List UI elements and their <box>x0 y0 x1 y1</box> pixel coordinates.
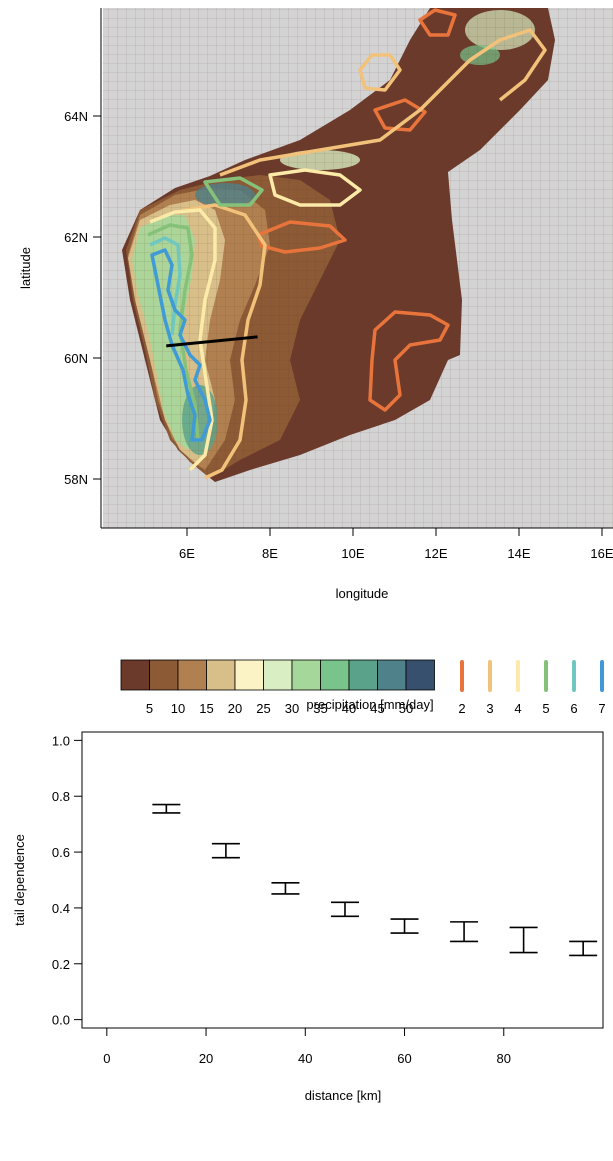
contour-3 <box>358 53 402 92</box>
colorbar-tick-label: 30 <box>285 701 299 716</box>
colorbar-tick-label: 45 <box>370 701 384 716</box>
contour-legend-label: 7 <box>598 701 605 716</box>
chart-y-label: tail dependence <box>12 834 27 926</box>
errorbar <box>211 842 240 859</box>
map-y-tick-label: 60N <box>64 351 88 366</box>
colorbar-tick-label: 15 <box>199 701 213 716</box>
colorbar-swatch <box>320 659 350 691</box>
map-y-tick-label: 62N <box>64 230 88 245</box>
chart-x-ticks: 0 20 40 60 80 <box>103 1028 511 1066</box>
map-y-tick-label: 64N <box>64 109 88 124</box>
chart-y-tick-label: 0.4 <box>52 901 70 916</box>
chart-y-tick-label: 0.2 <box>52 957 70 972</box>
contour-legend: 2 3 4 5 6 7 <box>458 660 606 716</box>
colorbar-tick-label: 50 <box>399 701 413 716</box>
contour-legend-label: 6 <box>570 701 577 716</box>
contour-legend-label: 3 <box>486 701 493 716</box>
contour-4 <box>149 208 217 472</box>
errorbar <box>330 901 359 918</box>
chart-y-tick-label: 0.8 <box>52 789 70 804</box>
contour-legend-label: 2 <box>458 701 465 716</box>
contour-2 <box>418 8 457 37</box>
chart-x-label: distance [km] <box>305 1088 382 1103</box>
contour-legend-label: 4 <box>514 701 521 716</box>
chart-x-tick-label: 40 <box>298 1051 312 1066</box>
colorbar-tick-label: 40 <box>342 701 356 716</box>
contour-lines <box>147 8 547 480</box>
errorbar <box>450 921 479 943</box>
contour-5 <box>147 223 200 441</box>
chart-y-tick-label: 0.6 <box>52 845 70 860</box>
contour-7 <box>150 248 212 442</box>
transect-line <box>166 335 258 348</box>
tail-dependence-chart: 0 20 40 60 80 0.0 0.2 0.4 0.6 0.8 1.0 distance [k… <box>12 731 604 1103</box>
contour-2 <box>368 310 450 412</box>
colorbar-swatch <box>120 659 150 691</box>
map-x-tick-label: 10E <box>341 546 364 561</box>
chart-y-tick-label: 0.0 <box>52 1013 70 1028</box>
map-x-ticks: 6E 8E 10E 12E 14E 16E <box>179 528 613 561</box>
map-x-label: longitude <box>336 586 389 601</box>
chart-x-tick-label: 0 <box>103 1051 110 1066</box>
colorbar-swatch <box>405 659 435 691</box>
norway-field <box>103 8 613 528</box>
errorbar <box>509 926 538 954</box>
map-y-tick-label: 58N <box>64 472 88 487</box>
contour-2 <box>373 98 427 132</box>
chart-y-ticks: 0.0 0.2 0.4 0.6 0.8 1.0 <box>52 733 82 1028</box>
contour-5 <box>203 176 264 207</box>
errorbar <box>271 881 300 895</box>
colorbar-tick-label: 25 <box>256 701 270 716</box>
chart-x-tick-label: 60 <box>397 1051 411 1066</box>
colorbar-tick-label: 5 <box>146 701 153 716</box>
contour-3 <box>184 203 267 480</box>
map-x-tick-label: 8E <box>262 546 278 561</box>
contour-4 <box>268 168 362 207</box>
colorbar-swatch <box>377 659 407 691</box>
chart-y-tick-label: 1.0 <box>52 733 70 748</box>
colorbar-tick-label: 35 <box>313 701 327 716</box>
map-x-tick-label: 12E <box>424 546 447 561</box>
contour-3 <box>219 28 547 177</box>
map-x-tick-label: 14E <box>507 546 530 561</box>
map-y-ticks: 58N 60N 62N 64N <box>64 109 101 487</box>
colorbar-swatch <box>291 659 321 691</box>
colorbar-swatch <box>263 659 293 691</box>
chart-x-tick-label: 20 <box>199 1051 213 1066</box>
errorbar <box>152 803 181 814</box>
contour-legend-label: 5 <box>542 701 549 716</box>
map-y-label: latitude <box>18 247 33 289</box>
colorbar-tick-label: 10 <box>171 701 185 716</box>
errorbar-series <box>152 803 598 957</box>
colorbar-swatch <box>177 659 207 691</box>
precipitation-colorbar: 5 10 15 20 25 30 35 40 45 50 <box>120 659 435 716</box>
chart-frame <box>81 731 604 1029</box>
map-x-tick-label: 6E <box>179 546 195 561</box>
colorbar-swatch <box>348 659 378 691</box>
errorbar <box>390 918 419 934</box>
colorbar-swatch <box>234 659 264 691</box>
map-x-tick-label: 16E <box>590 546 613 561</box>
errorbar <box>569 940 598 957</box>
colorbar-swatch <box>149 659 179 691</box>
colorbar-tick-label: 20 <box>228 701 242 716</box>
colorbar-swatch <box>206 659 236 691</box>
chart-x-tick-label: 80 <box>497 1051 511 1066</box>
colorbar-label: precipitation [mm/day] <box>306 697 433 712</box>
